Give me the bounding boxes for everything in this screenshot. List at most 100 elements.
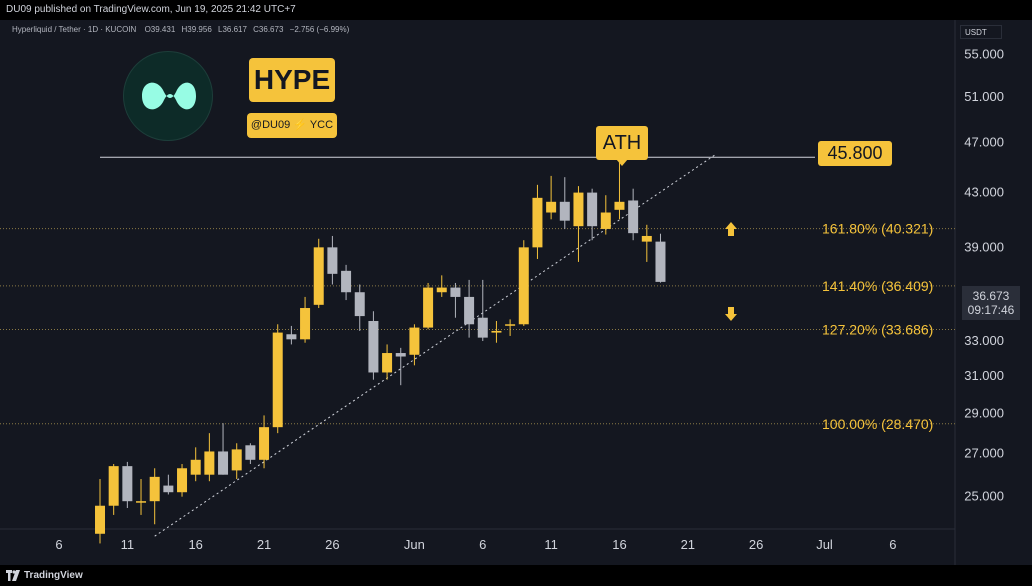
candle[interactable] <box>218 423 229 475</box>
symbol-name[interactable]: Hyperliquid / Tether · 1D · KUCOIN <box>12 25 137 34</box>
candle-body <box>122 466 133 502</box>
candle-body <box>409 327 420 355</box>
x-tick-label: 21 <box>681 537 695 552</box>
candle-body <box>272 332 283 428</box>
candle[interactable] <box>628 188 639 241</box>
bar-countdown: 09:17:46 <box>967 303 1015 317</box>
candle-body <box>573 192 584 227</box>
candle[interactable] <box>641 224 652 262</box>
candle-body <box>559 201 570 221</box>
candle[interactable] <box>559 177 570 229</box>
candle-body <box>163 485 174 493</box>
candle-body <box>423 287 434 328</box>
candle-body <box>518 247 529 325</box>
y-tick-label: 27.000 <box>964 446 1004 461</box>
candle[interactable] <box>190 447 201 482</box>
footer-bar: TradingView <box>0 565 1032 586</box>
candle[interactable] <box>573 186 584 262</box>
candle-body <box>464 296 475 325</box>
candle[interactable] <box>204 433 215 482</box>
candle-body <box>341 270 352 293</box>
candle[interactable] <box>436 275 447 297</box>
candle[interactable] <box>600 195 611 235</box>
candle[interactable] <box>614 157 625 220</box>
candle[interactable] <box>354 284 365 331</box>
resistance-price-callout: 45.800 <box>818 141 892 166</box>
candle[interactable] <box>122 461 133 509</box>
candle[interactable] <box>341 264 352 301</box>
candle[interactable] <box>286 325 297 345</box>
candle[interactable] <box>409 324 420 366</box>
currency-label[interactable]: USDT <box>960 25 1002 39</box>
y-tick-label: 31.000 <box>964 368 1004 383</box>
candle[interactable] <box>532 184 543 259</box>
candle[interactable] <box>477 279 488 342</box>
candle[interactable] <box>395 347 406 386</box>
fib-level-label: 141.40% (36.409) <box>822 278 933 294</box>
candle[interactable] <box>655 233 666 283</box>
ticker-badge: HYPE <box>249 58 335 102</box>
tradingview-logo-icon <box>6 570 20 581</box>
candle[interactable] <box>163 474 174 495</box>
x-tick-label: Jun <box>404 537 425 552</box>
candle-body <box>505 324 516 326</box>
candle[interactable] <box>272 324 283 434</box>
candle-body <box>136 501 147 503</box>
last-price-badge: 36.673 09:17:46 <box>962 286 1020 320</box>
candle[interactable] <box>423 282 434 330</box>
x-tick-label: 16 <box>188 537 202 552</box>
candle-body <box>190 459 201 475</box>
candle[interactable] <box>136 479 147 515</box>
fib-level-label: 127.20% (33.686) <box>822 321 933 337</box>
ohlc-close: C36.673 <box>253 25 284 34</box>
hyperliquid-logo <box>123 51 213 141</box>
candle[interactable] <box>450 282 461 318</box>
y-tick-label: 43.000 <box>964 185 1004 200</box>
candle[interactable] <box>108 464 119 515</box>
candle[interactable] <box>231 443 242 480</box>
x-tick-label: 6 <box>889 537 896 552</box>
arrow-up-icon <box>725 222 737 236</box>
x-tick-label: 11 <box>121 537 135 552</box>
y-tick-label: 33.000 <box>964 333 1004 348</box>
candle[interactable] <box>327 235 338 285</box>
candle[interactable] <box>587 188 598 241</box>
candle[interactable] <box>368 311 379 380</box>
candle-body <box>300 308 311 340</box>
arrow-down-icon <box>725 307 737 321</box>
candle[interactable] <box>491 320 502 343</box>
candle-body <box>477 317 488 338</box>
candle-body <box>95 505 106 534</box>
candle[interactable] <box>464 279 475 338</box>
ohlc-high: H39.956 <box>181 25 212 34</box>
candle[interactable] <box>149 468 160 525</box>
candle[interactable] <box>245 443 256 465</box>
last-price-value: 36.673 <box>972 289 1010 303</box>
candle[interactable] <box>546 175 557 220</box>
candle-body <box>313 247 324 305</box>
x-tick-label: 26 <box>325 537 339 552</box>
author-handle: @DU09 <box>250 119 291 131</box>
candle[interactable] <box>313 238 324 309</box>
candle-body <box>655 241 666 282</box>
candle[interactable] <box>300 296 311 343</box>
candle-body <box>491 330 502 333</box>
candlestick-chart[interactable]: 25.000 27.000 29.000 31.000 33.000 39.000 43.0… <box>0 0 1032 565</box>
candle[interactable] <box>259 415 270 469</box>
fib-level-label: 161.80% (40.321) <box>822 221 933 237</box>
x-tick-label: 6 <box>479 537 486 552</box>
candle[interactable] <box>95 479 106 544</box>
candle[interactable] <box>177 464 188 497</box>
candle-body <box>218 451 229 475</box>
candle-body <box>327 247 338 274</box>
candle[interactable] <box>505 319 516 336</box>
candle-body <box>354 292 365 317</box>
publish-bar: DU09 published on TradingView.com, Jun 1… <box>0 0 1032 20</box>
candle[interactable] <box>382 344 393 380</box>
y-tick-label: 55.000 <box>964 47 1004 62</box>
candle-body <box>395 353 406 357</box>
candle-body <box>149 476 160 502</box>
y-tick-label: 29.000 <box>964 405 1004 420</box>
candle[interactable] <box>518 240 529 326</box>
